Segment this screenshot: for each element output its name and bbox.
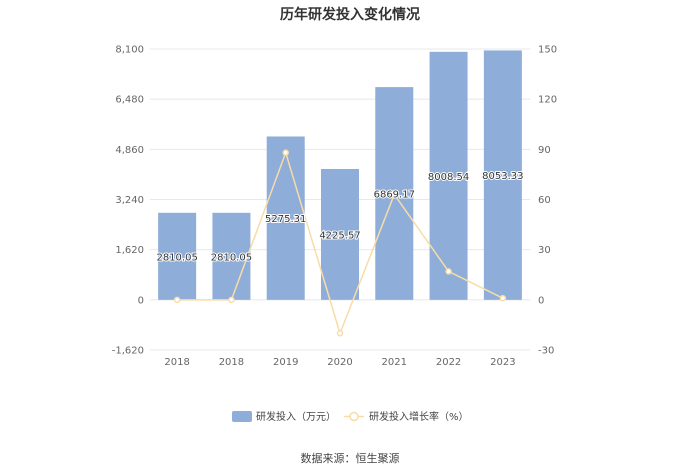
left-tick-label: 4,860 bbox=[115, 145, 144, 156]
x-axis: 2018 2018 2019 2020 2021 2022 2023 bbox=[164, 357, 515, 368]
source-note: 数据来源：恒生聚源 bbox=[301, 451, 400, 465]
bar-series bbox=[158, 50, 522, 300]
bar bbox=[321, 168, 359, 300]
x-tick-label: 2021 bbox=[382, 357, 407, 368]
left-tick-label: 0 bbox=[138, 295, 144, 306]
right-axis: 150 120 90 60 30 0 -30 bbox=[538, 45, 557, 357]
growth-point bbox=[228, 296, 235, 304]
x-tick-label: 2023 bbox=[490, 357, 515, 368]
growth-point bbox=[173, 296, 181, 304]
right-tick-label: 120 bbox=[538, 95, 557, 106]
x-tick-label: 2018 bbox=[219, 357, 244, 368]
left-tick-label: 8,100 bbox=[115, 45, 144, 56]
line-series bbox=[173, 149, 507, 337]
bar bbox=[212, 212, 251, 300]
left-tick-label: 6,480 bbox=[115, 95, 144, 106]
bar-value-label: 8008.54 bbox=[428, 172, 469, 183]
bar bbox=[158, 212, 197, 300]
legend-bar-swatch bbox=[232, 411, 252, 422]
legend-line-label: 研发投入增长率（%） bbox=[369, 410, 469, 423]
growth-point bbox=[282, 149, 289, 156]
x-tick-label: 2020 bbox=[327, 357, 352, 368]
left-axis: 8,100 6,480 4,860 3,240 1,620 0 -1,620 bbox=[112, 45, 144, 357]
x-tick-label: 2019 bbox=[273, 357, 298, 368]
legend-bar-label: 研发投入（万元） bbox=[256, 410, 336, 423]
right-tick-label: 60 bbox=[538, 195, 551, 206]
bar-value-label: 2810.05 bbox=[211, 252, 252, 263]
bar-value-label: 4225.57 bbox=[319, 230, 360, 241]
growth-point bbox=[499, 294, 507, 302]
bar bbox=[483, 50, 522, 300]
x-tick-label: 2018 bbox=[164, 357, 189, 368]
right-tick-label: 150 bbox=[538, 45, 557, 56]
data-labels: 2810.05 2810.05 5275.31 4225.57 6869.17 8008.… bbox=[155, 170, 524, 264]
chart-title: 历年研发投入变化情况 bbox=[280, 6, 420, 23]
right-tick-label: -30 bbox=[538, 346, 554, 357]
growth-point bbox=[445, 268, 452, 275]
right-tick-label: 0 bbox=[538, 295, 544, 306]
bar-value-label: 5275.31 bbox=[265, 214, 306, 225]
bar bbox=[266, 136, 305, 300]
right-tick-label: 30 bbox=[538, 245, 551, 256]
left-tick-label: -1,620 bbox=[112, 346, 144, 357]
bar-value-label: 8053.33 bbox=[482, 171, 523, 182]
bar bbox=[429, 51, 468, 300]
legend[interactable]: 研发投入（万元） 研发投入增长率（%） bbox=[232, 410, 469, 423]
left-tick-label: 3,240 bbox=[115, 195, 144, 206]
bar-value-label: 6869.17 bbox=[374, 189, 415, 200]
x-tick-label: 2022 bbox=[436, 357, 461, 368]
growth-point bbox=[336, 330, 344, 337]
bar-value-label: 2810.05 bbox=[156, 252, 197, 263]
growth-point bbox=[391, 191, 398, 198]
legend-line-marker bbox=[349, 411, 359, 422]
left-tick-label: 1,620 bbox=[115, 245, 144, 256]
right-tick-label: 90 bbox=[538, 145, 551, 156]
